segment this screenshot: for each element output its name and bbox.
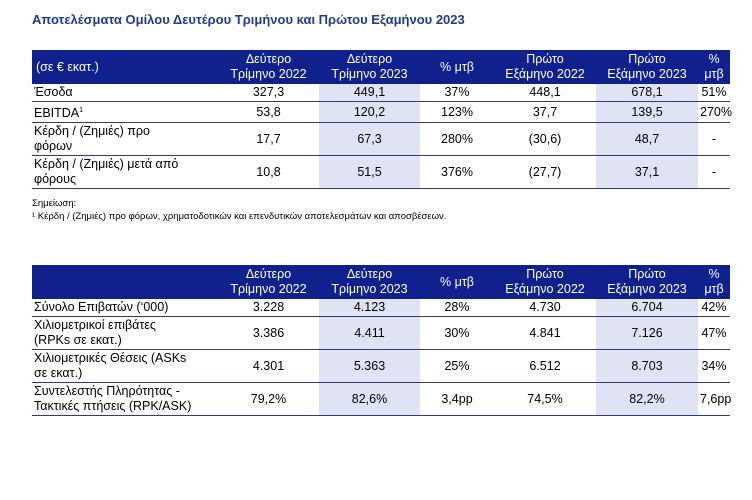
table-cell: -: [698, 122, 730, 157]
table-cell: 17,7: [218, 122, 319, 157]
table-row: EBITDA1 53,8 120,2 123% 37,7 139,5 270%: [32, 101, 732, 124]
table-cell: 28%: [420, 299, 494, 317]
column-header: Δεύτερο Τρίμηνο 2022: [218, 50, 319, 84]
row-label: Συντελεστής Πληρότητας - Τακτικές πτήσεις…: [32, 382, 218, 416]
table-cell: 82,2%: [596, 382, 698, 416]
column-header: [32, 265, 218, 299]
table-row: Σύνολο Επιβατών (‘000) 3.228 4.123 28% 4.730…: [32, 299, 730, 317]
table-cell: 7.126: [596, 316, 698, 350]
table-cell: 3,4pp: [420, 382, 494, 416]
table-cell: 42%: [698, 299, 730, 317]
header-row: (σε € εκατ.) Δεύτερο Τρίμηνο 2022 Δεύτερο Τρ…: [32, 50, 730, 84]
row-label: Σύνολο Επιβατών (‘000): [32, 299, 218, 317]
row-label: Έσοδα: [32, 84, 218, 102]
table-cell: 678,1: [596, 84, 698, 102]
footnote: ¹ Κέρδη / (Ζημιές) προ φόρων, χρηματοδοτ…: [32, 211, 447, 222]
table-cell: (27,7): [494, 155, 596, 190]
table-cell: 449,1: [319, 84, 420, 102]
column-header: % μτβ: [420, 265, 494, 299]
table-cell: 139,5: [596, 101, 698, 124]
financial-results-table: (σε € εκατ.) Δεύτερο Τρίμηνο 2022 Δεύτερο Τρ…: [32, 50, 732, 190]
table-cell: 280%: [420, 122, 494, 157]
table-row: Κέρδη / (Ζημιές) προ φόρων 17,7 67,3 280% (30…: [32, 122, 730, 157]
table-cell: 37%: [420, 84, 494, 102]
table-row: Χιλιομετρικές Θέσεις (ASKs σε εκατ.) 4.301…: [32, 349, 730, 383]
table-cell: 327,3: [218, 84, 319, 102]
table-cell: 37,7: [494, 101, 596, 124]
table-cell: 7,6pp: [698, 382, 731, 416]
table-cell: 67,3: [319, 122, 420, 157]
table-cell: 6.704: [596, 299, 698, 317]
notes: Σημείωση: ¹ Κέρδη / (Ζημιές) προ φόρων, …: [32, 197, 446, 223]
table-cell: 3.386: [218, 316, 319, 350]
traffic-table: Δεύτερο Τρίμηνο 2022 Δεύτερο Τρίμηνο 2023% …: [32, 265, 731, 416]
table-row: Χιλιομετρικοί επιβάτες (RPKs σε εκατ.) 3.3…: [32, 316, 730, 350]
table-cell: 51%: [698, 84, 730, 102]
table-cell: 8.703: [596, 349, 698, 383]
table-cell: 4.123: [319, 299, 420, 317]
table-row: Συντελεστής Πληρότητας - Τακτικές πτήσεις…: [32, 382, 731, 416]
column-header: Πρώτο Εξάμηνο 2022: [494, 50, 596, 84]
table-row: Έσοδα 327,3 449,1 37% 448,1 678,1 51%: [32, 84, 730, 102]
row-label: EBITDA1: [32, 101, 218, 124]
table-cell: 120,2: [319, 101, 420, 124]
table-cell: 4.301: [218, 349, 319, 383]
column-header: Δεύτερο Τρίμηνο 2023: [319, 265, 420, 299]
table-cell: 79,2%: [218, 382, 319, 416]
table-cell: 5.363: [319, 349, 420, 383]
column-header: % μτβ: [698, 50, 730, 84]
table-cell: 4.411: [319, 316, 420, 350]
table-cell: 4.730: [494, 299, 596, 317]
table-cell: 30%: [420, 316, 494, 350]
row-label: Κέρδη / (Ζημιές) προ φόρων: [32, 122, 218, 157]
column-header: % μτβ: [420, 50, 494, 84]
table-cell: 3.228: [218, 299, 319, 317]
table-cell: 4.841: [494, 316, 596, 350]
column-header: Πρώτο Εξάμηνο 2023: [596, 50, 698, 84]
table-cell: 123%: [420, 101, 494, 124]
column-header: Πρώτο Εξάμηνο 2022: [494, 265, 596, 299]
header-row: Δεύτερο Τρίμηνο 2022 Δεύτερο Τρίμηνο 2023% …: [32, 265, 730, 299]
row-label: Χιλιομετρικές Θέσεις (ASKs σε εκατ.): [32, 349, 218, 383]
table-row: Κέρδη / (Ζημιές) μετά από φόρους 10,8 51,5 3…: [32, 155, 730, 190]
row-label: Χιλιομετρικοί επιβάτες (RPKs σε εκατ.): [32, 316, 218, 350]
table-cell: (30,6): [494, 122, 596, 157]
table-cell: 270%: [698, 101, 732, 124]
table-cell: -: [698, 155, 730, 190]
table-cell: 25%: [420, 349, 494, 383]
table-cell: 448,1: [494, 84, 596, 102]
table-cell: 34%: [698, 349, 730, 383]
table-cell: 10,8: [218, 155, 319, 190]
table-cell: 47%: [698, 316, 730, 350]
table-cell: 53,8: [218, 101, 319, 124]
column-header: Δεύτερο Τρίμηνο 2022: [218, 265, 319, 299]
table-cell: 6.512: [494, 349, 596, 383]
table-cell: 82,6%: [319, 382, 420, 416]
row-label: Κέρδη / (Ζημιές) μετά από φόρους: [32, 155, 218, 190]
table-cell: 74,5%: [494, 382, 596, 416]
table-cell: 48,7: [596, 122, 698, 157]
column-header: % μτβ: [698, 265, 730, 299]
table-cell: 376%: [420, 155, 494, 190]
column-header: Δεύτερο Τρίμηνο 2023: [319, 50, 420, 84]
notes-heading: Σημείωση:: [32, 198, 77, 209]
page-title: Αποτελέσματα Ομίλου Δευτέρου Τριμήνου κα…: [32, 12, 465, 27]
column-header: Πρώτο Εξάμηνο 2023: [596, 265, 698, 299]
column-header: (σε € εκατ.): [32, 50, 218, 84]
table-cell: 37,1: [596, 155, 698, 190]
table-cell: 51,5: [319, 155, 420, 190]
